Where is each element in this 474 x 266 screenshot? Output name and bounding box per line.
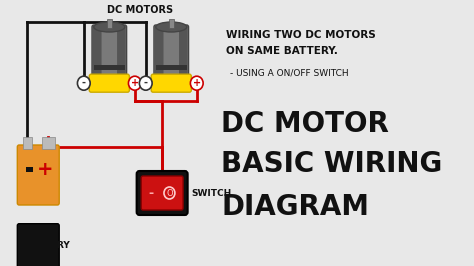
Text: BATTERY: BATTERY xyxy=(25,241,70,250)
Text: -: - xyxy=(144,78,148,88)
Bar xyxy=(23,137,32,149)
Text: +: + xyxy=(193,78,201,88)
Text: ON SAME BATTERY.: ON SAME BATTERY. xyxy=(226,46,338,56)
FancyBboxPatch shape xyxy=(154,25,189,78)
Circle shape xyxy=(191,76,203,90)
Text: DC MOTOR: DC MOTOR xyxy=(221,110,389,138)
Text: DC MOTORS: DC MOTORS xyxy=(107,5,173,15)
FancyBboxPatch shape xyxy=(89,74,129,92)
Circle shape xyxy=(77,76,90,90)
Bar xyxy=(169,19,174,28)
Text: SWITCH: SWITCH xyxy=(191,189,231,197)
FancyBboxPatch shape xyxy=(117,26,126,77)
FancyBboxPatch shape xyxy=(18,224,59,266)
Bar xyxy=(107,19,112,28)
Text: -: - xyxy=(149,186,154,200)
Ellipse shape xyxy=(156,22,187,32)
Ellipse shape xyxy=(94,22,125,32)
Text: - USING A ON/OFF SWITCH: - USING A ON/OFF SWITCH xyxy=(230,68,349,77)
Circle shape xyxy=(128,76,141,90)
Bar xyxy=(94,65,125,70)
Bar xyxy=(156,65,187,70)
FancyBboxPatch shape xyxy=(18,145,59,205)
FancyBboxPatch shape xyxy=(179,26,188,77)
Text: +: + xyxy=(131,78,139,88)
FancyBboxPatch shape xyxy=(155,26,164,77)
Text: -: - xyxy=(82,78,86,88)
Text: DIAGRAM: DIAGRAM xyxy=(221,193,369,221)
FancyBboxPatch shape xyxy=(137,171,188,215)
Bar xyxy=(27,167,33,172)
FancyBboxPatch shape xyxy=(92,25,127,78)
Bar xyxy=(42,137,55,149)
Text: WIRING TWO DC MOTORS: WIRING TWO DC MOTORS xyxy=(226,30,376,40)
FancyBboxPatch shape xyxy=(93,26,101,77)
FancyBboxPatch shape xyxy=(151,74,191,92)
Text: BASIC WIRING: BASIC WIRING xyxy=(221,150,443,178)
Text: O: O xyxy=(166,189,173,197)
FancyBboxPatch shape xyxy=(141,176,183,210)
Text: +: + xyxy=(37,160,54,179)
Circle shape xyxy=(139,76,152,90)
